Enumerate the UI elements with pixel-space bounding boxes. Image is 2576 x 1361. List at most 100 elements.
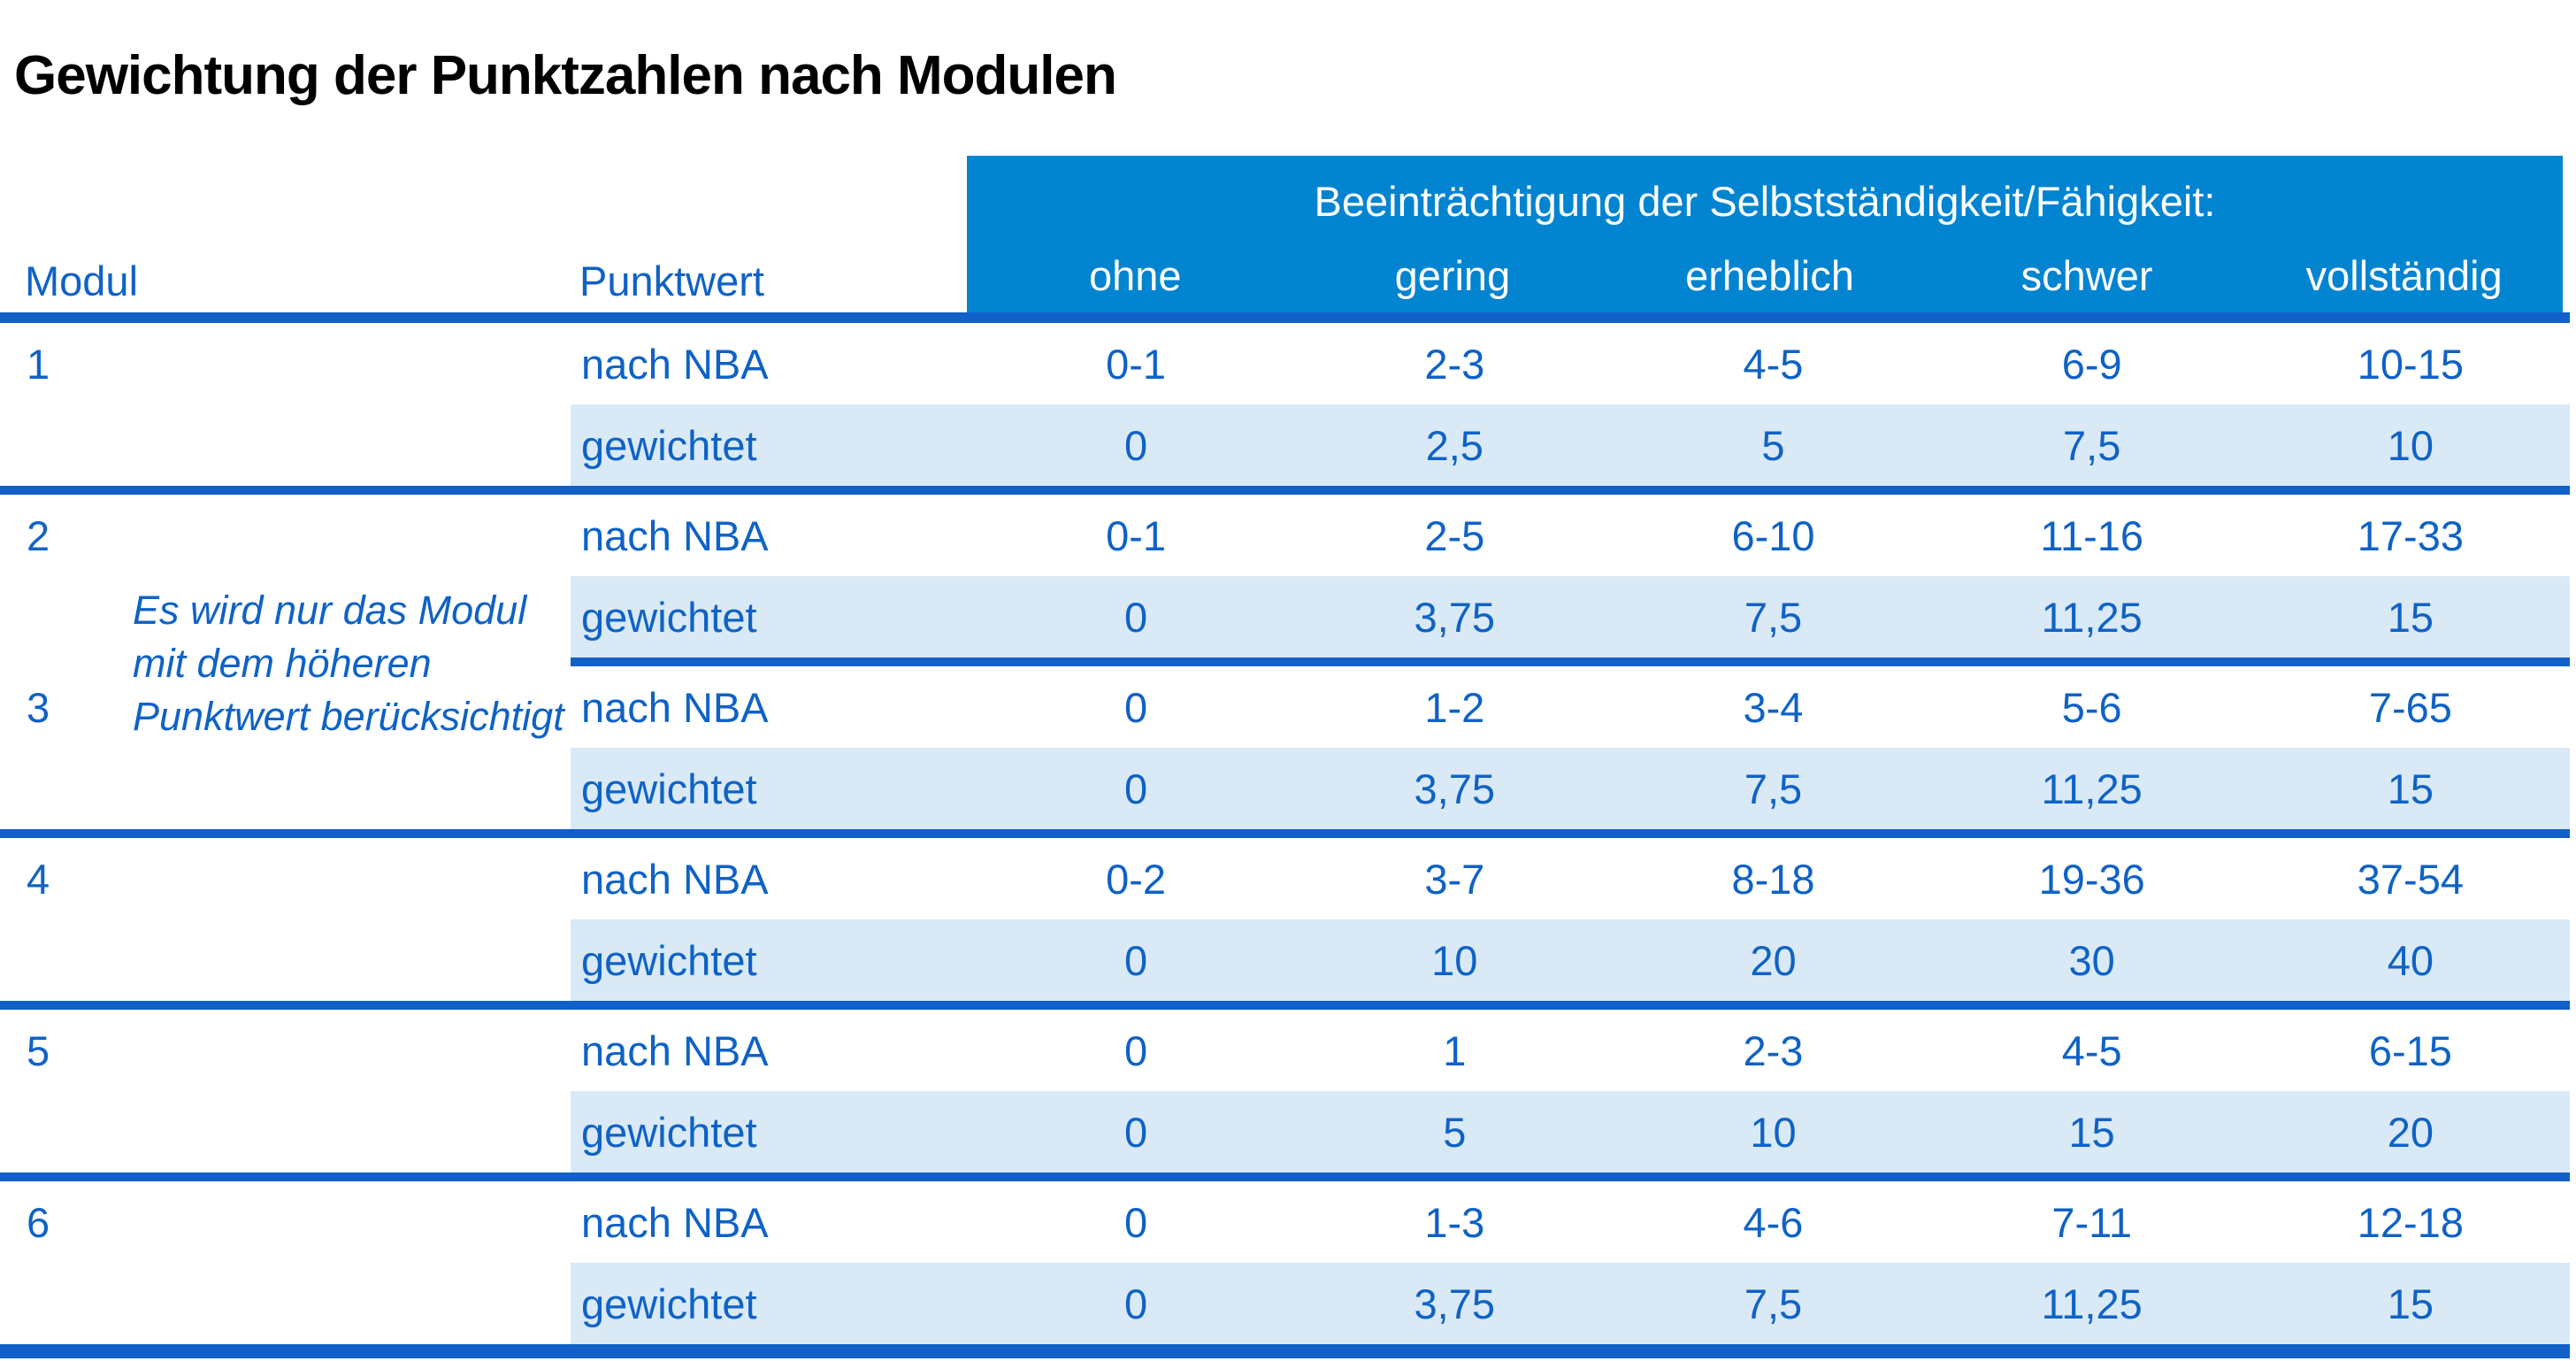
- page-title: Gewichtung der Punktzahlen nach Modulen: [14, 44, 1117, 106]
- table-row-modul6-gewichtet: gewichtet 0 3,75 7,5 11,25 15: [0, 1263, 2570, 1344]
- row-label-gewichtet: gewichtet: [581, 1108, 757, 1156]
- row-label-gewichtet: gewichtet: [581, 1280, 757, 1327]
- column-header-ohne: ohne: [1089, 252, 1182, 299]
- note-line: mit dem höheren: [133, 641, 432, 686]
- module-divider: [0, 829, 2570, 838]
- value-cell: 7,5: [1744, 765, 1803, 812]
- value-cell: 0: [1124, 683, 1148, 731]
- value-cell: 5: [1443, 1108, 1467, 1156]
- table-row-modul4-nba: 4 nach NBA 0-2 3-7 8-18 19-36 37-54: [0, 838, 2570, 919]
- value-cell: 5-6: [2061, 683, 2122, 731]
- module-divider: [0, 1001, 2570, 1010]
- value-cell: 7,5: [1744, 1280, 1803, 1327]
- value-cell: 1-2: [1424, 683, 1485, 731]
- weighting-table: 1 nach NBA 0-1 2-3 4-5 6-9 10-15 gewicht…: [0, 312, 2570, 1358]
- value-cell: 0: [1124, 1198, 1148, 1246]
- value-cell: 0-2: [1106, 855, 1167, 903]
- table-row-modul6-nba: 6 nach NBA 0 1-3 4-6 7-11 12-18: [0, 1181, 2570, 1263]
- column-header-erheblich: erheblich: [1685, 252, 1854, 299]
- table-row-modul2-gewichtet: gewichtet 0 3,75 7,5 11,25 15: [0, 576, 2570, 657]
- severity-column-headers: ohne gering erheblich schwer vollständig: [977, 251, 2563, 300]
- value-cell: 4-6: [1743, 1198, 1804, 1246]
- value-cell: 15: [2068, 1108, 2115, 1156]
- table-row-modul1-nba: 1 nach NBA 0-1 2-3 4-5 6-9 10-15: [0, 323, 2570, 404]
- modul-number: 1: [27, 340, 50, 388]
- value-cell: 6-9: [2061, 340, 2122, 388]
- modul-number: 2: [27, 511, 50, 559]
- value-cell: 40: [2387, 936, 2434, 984]
- value-cell: 10: [1750, 1108, 1797, 1156]
- value-cell: 0: [1124, 1280, 1148, 1327]
- value-cell: 2,5: [1425, 421, 1484, 469]
- table-row-modul2-nba: 2 nach NBA 0-1 2-5 6-10 11-16 17-33: [0, 495, 2570, 576]
- value-cell: 7,5: [1744, 593, 1803, 641]
- impairment-group-header: Beeinträchtigung der Selbstständigkeit/F…: [967, 156, 2563, 312]
- value-cell: 15: [2387, 765, 2434, 812]
- value-cell: 10-15: [2357, 340, 2464, 388]
- value-cell: 2-5: [1424, 511, 1485, 559]
- value-cell: 6-10: [1731, 511, 1815, 559]
- column-header-vollstaendig: vollständig: [2305, 252, 2503, 299]
- value-cell: 3,75: [1414, 765, 1496, 812]
- table-bottom-border: [0, 1344, 2570, 1358]
- value-cell: 0: [1124, 1027, 1148, 1074]
- row-label-nba: nach NBA: [581, 340, 769, 388]
- module-divider-partial: [571, 657, 2570, 666]
- modul-number: 6: [27, 1198, 50, 1246]
- header-divider: [0, 312, 2570, 323]
- value-cell: 3,75: [1414, 593, 1496, 641]
- value-cell: 0-1: [1106, 340, 1167, 388]
- value-cell: 11,25: [2041, 765, 2143, 812]
- note-line: Punktwert berücksichtigt: [133, 694, 564, 739]
- value-cell: 30: [2068, 936, 2115, 984]
- value-cell: 10: [1431, 936, 1478, 984]
- column-header-gering: gering: [1394, 252, 1511, 299]
- column-header-punktwert: Punktwert: [579, 258, 764, 304]
- value-cell: 11,25: [2041, 1280, 2143, 1327]
- column-header-schwer: schwer: [2020, 252, 2153, 299]
- value-cell: 8-18: [1731, 855, 1815, 903]
- value-cell: 7-65: [2368, 683, 2452, 731]
- value-cell: 0: [1124, 936, 1148, 984]
- modul-number: 3: [27, 683, 50, 731]
- table-row-modul3-nba: 3 nach NBA 0 1-2 3-4 5-6 7-65: [0, 666, 2570, 748]
- value-cell: 0: [1124, 593, 1148, 641]
- value-cell: 7-11: [2051, 1198, 2132, 1246]
- value-cell: 0: [1124, 765, 1148, 812]
- row-label-gewichtet: gewichtet: [581, 765, 757, 812]
- value-cell: 0: [1124, 1108, 1148, 1156]
- value-cell: 15: [2387, 1280, 2434, 1327]
- modul-number: 5: [27, 1027, 50, 1074]
- table-row-modul3-gewichtet: gewichtet 0 3,75 7,5 11,25 15: [0, 748, 2570, 829]
- value-cell: 3-4: [1743, 683, 1804, 731]
- value-cell: 4-5: [2061, 1027, 2122, 1074]
- module-divider: [0, 486, 2570, 495]
- value-cell: 6-15: [2368, 1027, 2452, 1074]
- row-label-nba: nach NBA: [581, 1027, 769, 1074]
- row-label-gewichtet: gewichtet: [581, 421, 757, 469]
- row-label-nba: nach NBA: [581, 511, 769, 559]
- value-cell: 12-18: [2357, 1198, 2464, 1246]
- note-line: Es wird nur das Modul: [133, 588, 527, 633]
- row-label-nba: nach NBA: [581, 855, 769, 903]
- impairment-group-title: Beeinträchtigung der Selbstständigkeit/F…: [1314, 178, 2216, 225]
- value-cell: 20: [1750, 936, 1797, 984]
- row-label-gewichtet: gewichtet: [581, 936, 757, 984]
- value-cell: 15: [2387, 593, 2434, 641]
- row-label-nba: nach NBA: [581, 683, 769, 731]
- value-cell: 10: [2387, 421, 2434, 469]
- value-cell: 2-3: [1424, 340, 1485, 388]
- value-cell: 4-5: [1743, 340, 1804, 388]
- table-row-modul1-gewichtet: gewichtet 0 2,5 5 7,5 10: [0, 404, 2570, 486]
- value-cell: 17-33: [2357, 511, 2464, 559]
- row-label-nba: nach NBA: [581, 1198, 769, 1246]
- value-cell: 0-1: [1106, 511, 1167, 559]
- module-divider: [0, 1173, 2570, 1181]
- value-cell: 1: [1443, 1027, 1467, 1074]
- table-row-modul5-nba: 5 nach NBA 0 1 2-3 4-5 6-15: [0, 1010, 2570, 1091]
- modul-number: 4: [27, 855, 50, 903]
- value-cell: 7,5: [2063, 421, 2121, 469]
- value-cell: 3-7: [1424, 855, 1485, 903]
- value-cell: 11,25: [2041, 593, 2143, 641]
- value-cell: 37-54: [2357, 855, 2464, 903]
